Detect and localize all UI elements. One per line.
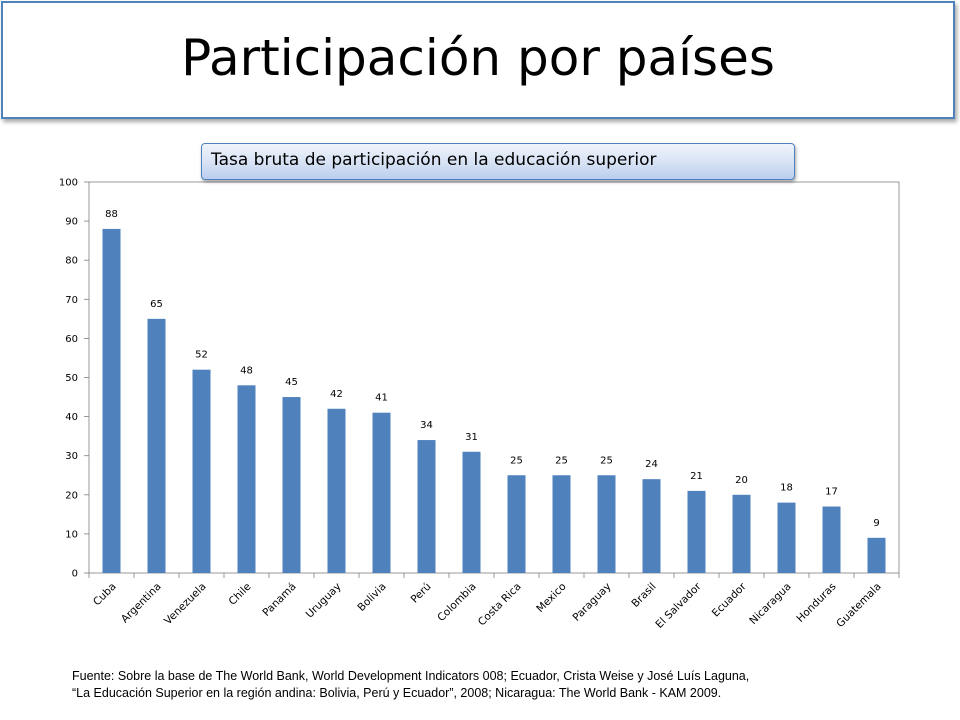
x-tick-label: Cuba bbox=[91, 581, 119, 609]
x-tick-label: Guatemala bbox=[834, 581, 883, 630]
data-label: 9 bbox=[873, 518, 879, 529]
data-label: 31 bbox=[465, 432, 478, 443]
data-label: 41 bbox=[375, 393, 388, 404]
y-tick-label: 20 bbox=[65, 490, 78, 501]
x-tick-label: Colombia bbox=[435, 581, 478, 624]
bar bbox=[732, 494, 751, 573]
data-label: 24 bbox=[645, 459, 658, 470]
bar bbox=[462, 451, 481, 573]
x-tick-label: Perú bbox=[409, 581, 434, 606]
bar bbox=[597, 475, 616, 573]
y-tick-label: 60 bbox=[65, 334, 78, 345]
x-tick-label: Uruguay bbox=[304, 581, 344, 621]
y-tick-label: 30 bbox=[65, 451, 78, 462]
source-note: Fuente: Sobre la base de The World Bank,… bbox=[72, 668, 932, 702]
bar bbox=[102, 228, 121, 574]
slide-title: Participación por países bbox=[181, 29, 775, 87]
x-tick-label: El Salvador bbox=[653, 580, 704, 631]
data-label: 20 bbox=[735, 475, 748, 486]
bar bbox=[687, 490, 706, 573]
bar bbox=[327, 408, 346, 573]
y-tick-label: 70 bbox=[65, 295, 78, 306]
x-tick-label: Honduras bbox=[794, 581, 838, 625]
slide-title-box: Participación por países bbox=[1, 1, 955, 119]
data-label: 45 bbox=[285, 377, 298, 388]
bar bbox=[417, 440, 436, 573]
chart-title: Tasa bruta de participación en la educac… bbox=[211, 150, 657, 170]
data-label: 17 bbox=[825, 487, 838, 498]
bar bbox=[237, 385, 256, 573]
data-label: 52 bbox=[195, 350, 208, 361]
data-label: 21 bbox=[690, 471, 703, 482]
y-tick-label: 10 bbox=[65, 529, 78, 540]
x-tick-label: Costa Rica bbox=[476, 581, 524, 629]
x-tick-label: Bolivia bbox=[355, 581, 388, 614]
y-tick-label: 40 bbox=[65, 412, 78, 423]
x-tick-label: Mexico bbox=[534, 581, 568, 615]
bar bbox=[147, 318, 166, 573]
bar bbox=[372, 412, 391, 573]
x-tick-label: Nicaragua bbox=[747, 581, 793, 627]
data-label: 48 bbox=[240, 365, 253, 376]
data-label: 25 bbox=[510, 455, 523, 466]
bar bbox=[822, 506, 841, 573]
x-tick-label: Brasil bbox=[629, 581, 658, 610]
data-label: 34 bbox=[420, 420, 433, 431]
bar bbox=[192, 369, 211, 573]
chart-title-box: Tasa bruta de participación en la educac… bbox=[201, 143, 795, 180]
x-tick-label: Paraguay bbox=[570, 581, 613, 624]
bar bbox=[867, 537, 886, 573]
bar bbox=[777, 502, 796, 573]
y-tick-label: 90 bbox=[65, 217, 78, 228]
data-label: 65 bbox=[150, 299, 163, 310]
source-line-2: “La Educación Superior en la región andi… bbox=[72, 686, 722, 700]
source-line-1: Fuente: Sobre la base de The World Bank,… bbox=[72, 669, 750, 683]
x-tick-label: Argentina bbox=[119, 581, 164, 626]
y-tick-label: 0 bbox=[72, 569, 78, 580]
y-tick-label: 50 bbox=[65, 373, 78, 384]
x-tick-label: Panamá bbox=[260, 581, 298, 619]
bar bbox=[642, 479, 661, 573]
bar bbox=[282, 397, 301, 573]
data-label: 42 bbox=[330, 389, 343, 400]
data-label: 25 bbox=[600, 455, 613, 466]
data-label: 25 bbox=[555, 455, 568, 466]
x-tick-label: Ecuador bbox=[710, 580, 749, 619]
bar bbox=[552, 475, 571, 573]
y-tick-label: 80 bbox=[65, 256, 78, 267]
data-label: 18 bbox=[780, 483, 793, 494]
bar bbox=[507, 475, 526, 573]
x-tick-label: Chile bbox=[227, 581, 254, 608]
x-tick-label: Venezuela bbox=[162, 581, 209, 628]
y-tick-label: 100 bbox=[59, 178, 78, 189]
data-label: 88 bbox=[105, 209, 118, 220]
